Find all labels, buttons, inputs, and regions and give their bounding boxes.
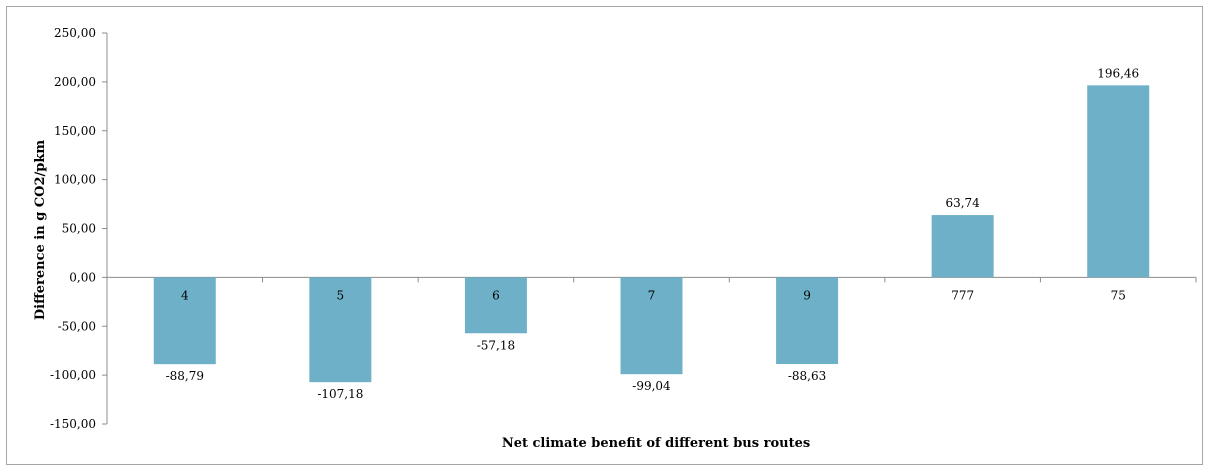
data-label: 196,46 bbox=[1097, 66, 1139, 80]
data-label: -88,79 bbox=[166, 369, 204, 383]
bar-6 bbox=[465, 277, 527, 333]
y-tick-label: 250,00 bbox=[54, 26, 96, 40]
y-tick-label: -100,00 bbox=[50, 368, 96, 382]
data-label: -107,18 bbox=[317, 387, 363, 401]
x-tick-label: 4 bbox=[181, 288, 189, 302]
y-tick-label: 200,00 bbox=[54, 75, 96, 89]
bars bbox=[154, 85, 1149, 382]
x-tick-label: 7 bbox=[648, 288, 656, 302]
y-tick-label: -50,00 bbox=[58, 319, 96, 333]
y-tick-label: 0,00 bbox=[69, 270, 96, 284]
x-tick-label: 9 bbox=[803, 288, 811, 302]
y-tick-label: 50,00 bbox=[62, 222, 96, 236]
y-tick-label: 150,00 bbox=[54, 124, 96, 138]
data-label: 63,74 bbox=[945, 196, 980, 210]
bar-75 bbox=[1087, 85, 1149, 277]
x-tick-label: 5 bbox=[337, 288, 345, 302]
x-tick-label: 75 bbox=[1111, 288, 1126, 302]
x-tick-label: 777 bbox=[951, 288, 974, 302]
data-label: -57,18 bbox=[477, 338, 515, 352]
bar-777 bbox=[932, 215, 994, 277]
y-tick-label: 100,00 bbox=[54, 173, 96, 187]
y-tick-label: -150,00 bbox=[50, 417, 96, 431]
x-tick-label: 6 bbox=[492, 288, 500, 302]
y-axis-title: Difference in g CO2/pkm bbox=[33, 140, 48, 321]
data-label: -99,04 bbox=[632, 379, 671, 393]
y-axis: 250,00 200,00 150,00 100,00 50,00 0,00 -50,00 -… bbox=[50, 26, 107, 431]
data-label: -88,63 bbox=[788, 369, 826, 383]
x-axis-title: Net climate benefit of different bus rou… bbox=[502, 436, 810, 451]
